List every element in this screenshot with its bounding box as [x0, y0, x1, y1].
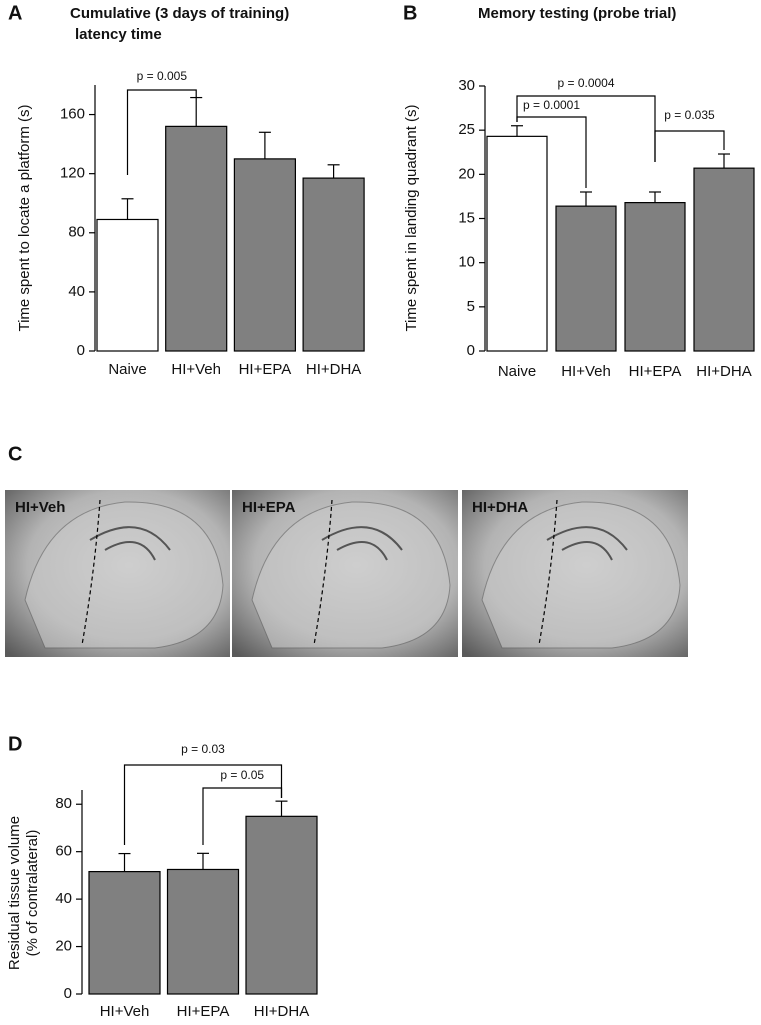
bar [165, 125, 228, 352]
bar [302, 177, 365, 352]
hippocampus [546, 526, 628, 561]
bar [96, 218, 159, 352]
brain-section-image: HI+Veh [5, 490, 230, 657]
y-axis-label: Time spent in landing quadrant (s) [403, 104, 420, 331]
image-label: HI+EPA [242, 499, 296, 516]
y-tick-label: 5 [467, 298, 475, 315]
panel-label: D [8, 733, 22, 755]
x-tick-label: Naive [108, 361, 146, 378]
y-axis-label: Time spent to locate a platform (s) [16, 104, 33, 331]
panel-label: A [8, 2, 22, 24]
y-tick-label: 10 [458, 254, 475, 271]
y-axis-label: Residual tissue volume [6, 816, 23, 970]
bar [693, 167, 755, 352]
significance-bracket [202, 787, 283, 845]
panel-label: C [8, 443, 22, 465]
y-tick-label: 0 [64, 985, 72, 1002]
significance-bracket [516, 116, 587, 188]
image-label: HI+DHA [472, 499, 528, 516]
tissue-outline [24, 501, 224, 649]
midline [538, 499, 558, 646]
y-tick-label: 20 [55, 938, 72, 955]
bar [166, 868, 240, 995]
midline [81, 499, 101, 646]
midline [313, 499, 333, 646]
x-tick-label: HI+EPA [239, 361, 292, 378]
tissue-outline [481, 501, 681, 649]
x-tick-label: HI+Veh [171, 361, 221, 378]
y-tick-label: 25 [458, 121, 475, 138]
bar [88, 870, 161, 995]
p-value-annotation: p = 0.0001 [523, 98, 580, 112]
y-tick-label: 60 [55, 843, 72, 860]
y-tick-label: 120 [60, 165, 85, 182]
x-tick-label: HI+Veh [561, 363, 611, 380]
y-tick-label: 40 [55, 890, 72, 907]
bar [245, 815, 318, 995]
y-tick-label: 0 [77, 342, 85, 359]
y-tick-label: 15 [458, 209, 475, 226]
p-value-annotation: p = 0.005 [137, 69, 188, 83]
y-tick-label: 20 [458, 165, 475, 182]
significance-bracket [516, 95, 656, 162]
chart-title: Memory testing (probe trial) [478, 5, 676, 22]
bar [555, 205, 617, 352]
bar [624, 202, 686, 352]
p-value-annotation: p = 0.0004 [557, 76, 614, 90]
p-value-annotation: p = 0.035 [664, 108, 715, 122]
chart-title: latency time [75, 26, 162, 43]
tissue-outline [251, 501, 451, 649]
y-tick-label: 40 [68, 283, 85, 300]
significance-bracket [126, 89, 197, 175]
y-tick-label: 160 [60, 106, 85, 123]
brain-section-image: HI+DHA [462, 490, 688, 657]
y-tick-label: 30 [458, 77, 475, 94]
y-tick-label: 0 [467, 342, 475, 359]
y-tick-label: 80 [68, 224, 85, 241]
significance-bracket [123, 764, 283, 845]
chart-title: Cumulative (3 days of training) [70, 5, 289, 22]
x-tick-label: HI+DHA [696, 363, 751, 380]
x-tick-label: HI+DHA [254, 1003, 309, 1020]
y-axis-label: (% of contralateral) [24, 830, 41, 957]
brain-section-image: HI+EPA [232, 490, 458, 657]
x-tick-label: HI+DHA [306, 361, 361, 378]
hippocampus [321, 526, 403, 561]
x-tick-label: HI+Veh [100, 1003, 150, 1020]
panel-label: B [403, 2, 417, 24]
x-tick-label: Naive [498, 363, 536, 380]
bar [486, 135, 548, 352]
significance-bracket [654, 130, 725, 162]
y-tick-label: 80 [55, 795, 72, 812]
x-tick-label: HI+EPA [177, 1003, 230, 1020]
x-tick-label: HI+EPA [629, 363, 682, 380]
image-label: HI+Veh [15, 499, 65, 516]
bar [233, 158, 296, 352]
p-value-annotation: p = 0.03 [181, 742, 225, 756]
hippocampus [89, 526, 171, 561]
p-value-annotation: p = 0.05 [220, 768, 264, 782]
